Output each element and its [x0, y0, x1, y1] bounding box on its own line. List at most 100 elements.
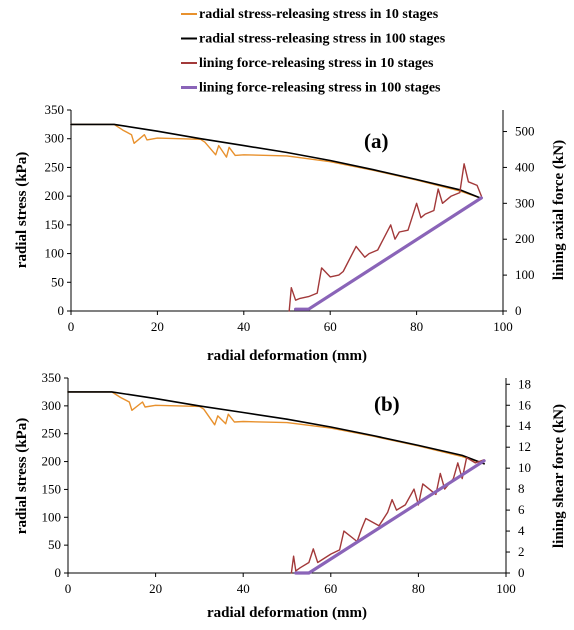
data-point	[228, 414, 229, 415]
legend-item: lining force-releasing stress in 10 stag…	[181, 56, 434, 71]
data-point	[289, 310, 290, 311]
data-point	[407, 230, 408, 231]
data-point	[114, 124, 115, 125]
data-point	[131, 410, 132, 411]
data-point	[218, 145, 219, 146]
data-point	[200, 138, 201, 139]
data-point	[299, 298, 300, 299]
data-point	[477, 185, 478, 186]
panel-b-axes: 0 20 40 60 80 1000501001502002503003500246810…	[42, 370, 532, 596]
data-point	[422, 483, 423, 484]
data-point	[321, 267, 322, 268]
data-point	[466, 457, 467, 458]
data-point	[442, 203, 443, 204]
y-tick-label: 0	[55, 565, 62, 580]
data-point	[215, 154, 216, 155]
x-tick-label: 80	[412, 581, 425, 596]
series-line-2	[70, 123, 483, 200]
y2-tick-label: 18	[518, 376, 531, 391]
y-tick-label: 0	[58, 303, 65, 318]
data-point	[462, 455, 463, 456]
data-point	[295, 300, 296, 301]
data-point	[308, 572, 309, 573]
data-point	[435, 494, 436, 495]
data-point	[361, 528, 362, 529]
y-tick-label: 250	[45, 159, 65, 174]
y-tick-label: 350	[42, 370, 62, 385]
data-point	[243, 421, 244, 422]
series-line-1	[70, 123, 483, 200]
data-point	[300, 567, 301, 568]
data-point	[243, 412, 244, 413]
data-point	[390, 224, 391, 225]
data-point	[317, 562, 318, 563]
y2-tick-label: 0	[515, 303, 522, 318]
x-tick-label: 40	[237, 581, 250, 596]
data-point	[330, 554, 331, 555]
data-point	[373, 169, 374, 170]
data-point	[416, 203, 417, 204]
data-point	[330, 160, 331, 161]
data-point	[343, 271, 344, 272]
data-point	[146, 139, 147, 140]
x-tick-label: 100	[496, 581, 516, 596]
data-point	[451, 196, 452, 197]
data-point	[394, 239, 395, 240]
data-point	[199, 405, 200, 406]
y2-tick-label: 12	[518, 439, 531, 454]
panel-a-y2-axis-label: lining axial force (kN)	[551, 140, 567, 280]
series-line-4	[294, 459, 486, 575]
data-point	[425, 214, 426, 215]
y-tick-label: 300	[42, 398, 62, 413]
data-point	[286, 422, 287, 423]
data-point	[295, 572, 296, 573]
data-point	[356, 246, 357, 247]
data-point	[364, 257, 365, 258]
panel-a-axes: 0 20 40 60 80 1000501001502002503003500100200…	[45, 102, 535, 334]
data-point	[468, 181, 469, 182]
legend-item: radial stress-releasing stress in 100 st…	[181, 32, 446, 47]
data-point	[317, 293, 318, 294]
data-point	[67, 391, 68, 392]
data-point	[399, 231, 400, 232]
data-point	[295, 309, 296, 310]
panel-b-y2-axis-label: lining shear force (kN)	[551, 404, 567, 548]
data-point	[374, 435, 375, 436]
y-tick-label: 300	[45, 131, 65, 146]
data-point	[134, 143, 135, 144]
legend-item: lining force-releasing stress in 100 sta…	[181, 81, 441, 96]
chart-panel-a: 0 20 40 60 80 1000501001502002503003500100200…	[14, 102, 567, 364]
data-point	[438, 188, 439, 189]
y2-tick-label: 400	[515, 159, 535, 174]
y2-tick-label: 8	[518, 481, 525, 496]
data-point	[235, 155, 236, 156]
series-line-1	[67, 391, 485, 465]
data-point	[339, 549, 340, 550]
data-point	[308, 296, 309, 297]
data-point	[243, 145, 244, 146]
data-point	[234, 421, 235, 422]
data-point	[343, 531, 344, 532]
data-point	[457, 462, 458, 463]
panel-b-y-axis-label: radial stress (kPa)	[14, 418, 30, 534]
y-tick-label: 50	[51, 274, 64, 289]
y-tick-label: 150	[42, 481, 62, 496]
data-point	[387, 512, 388, 513]
y2-tick-label: 0	[518, 565, 525, 580]
y2-tick-label: 4	[518, 523, 525, 538]
y2-tick-label: 6	[518, 502, 525, 517]
panel-b-label: (b)	[374, 392, 400, 416]
x-tick-label: 20	[151, 319, 164, 334]
series-line-3	[290, 457, 485, 574]
x-tick-label: 60	[324, 319, 337, 334]
data-point	[330, 426, 331, 427]
panel-a-label: (a)	[364, 129, 389, 153]
data-point	[122, 130, 123, 131]
data-point	[377, 249, 378, 250]
y-tick-label: 150	[45, 217, 65, 232]
y2-tick-label: 100	[515, 267, 535, 282]
data-point	[308, 309, 309, 310]
data-point	[313, 548, 314, 549]
data-point	[405, 504, 406, 505]
